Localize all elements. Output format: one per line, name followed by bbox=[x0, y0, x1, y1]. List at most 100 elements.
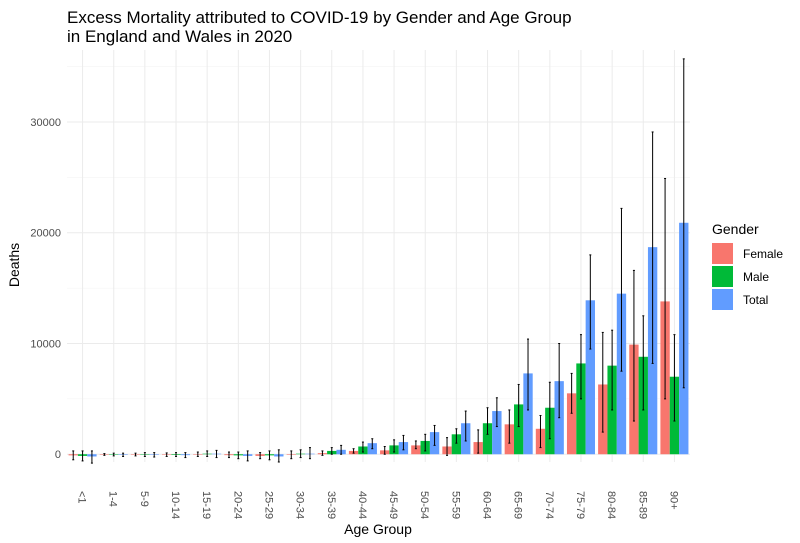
y-tick-label: 10000 bbox=[30, 338, 61, 350]
errorbar-male-8 bbox=[330, 447, 333, 455]
errorbar-male-5 bbox=[237, 451, 240, 460]
x-tick-label: 30-34 bbox=[294, 491, 306, 519]
chart-subtitle: in England and Wales in 2020 bbox=[67, 27, 292, 46]
errorbar-male-19 bbox=[673, 334, 676, 422]
errorbar-female-7 bbox=[290, 450, 293, 460]
errorbar-female-3 bbox=[165, 452, 168, 457]
legend: Gender Female Male Total bbox=[712, 221, 783, 310]
errorbar-total-17 bbox=[620, 207, 623, 372]
errorbar-male-17 bbox=[611, 329, 614, 411]
errorbar-male-14 bbox=[517, 383, 520, 428]
legend-label-female: Female bbox=[743, 247, 783, 261]
errorbar-female-0 bbox=[72, 450, 75, 461]
bar-female-16 bbox=[566, 393, 577, 455]
x-axis-ticks: <1 1-4 5-9 10-14 15-19 20-24 25-29 30-34 35-39 40… bbox=[76, 491, 680, 519]
errorbar-total-15 bbox=[558, 342, 561, 419]
errorbar-female-9 bbox=[352, 448, 355, 454]
legend-key-female bbox=[712, 243, 733, 264]
errorbar-total-19 bbox=[682, 58, 685, 389]
x-tick-label: 10-14 bbox=[169, 491, 181, 519]
errorbar-female-18 bbox=[632, 269, 635, 422]
grid bbox=[67, 50, 690, 462]
errorbar-total-14 bbox=[527, 338, 530, 411]
errorbar-total-8 bbox=[340, 444, 343, 455]
x-tick-label: 1-4 bbox=[107, 491, 119, 507]
x-axis-title: Age Group bbox=[344, 521, 412, 537]
x-tick-label: 90+ bbox=[667, 491, 679, 510]
errorbar-male-10 bbox=[393, 439, 396, 453]
errorbar-female-4 bbox=[196, 451, 199, 457]
bar-male-13 bbox=[482, 423, 493, 455]
errorbar-female-10 bbox=[383, 445, 386, 455]
errorbar-female-2 bbox=[134, 452, 137, 457]
errorbar-total-2 bbox=[153, 452, 156, 458]
errorbar-male-9 bbox=[361, 441, 364, 453]
errorbar-total-13 bbox=[495, 397, 498, 428]
errorbar-male-13 bbox=[486, 407, 489, 435]
error-bars bbox=[72, 58, 685, 464]
x-tick-label: 60-64 bbox=[481, 491, 493, 519]
errorbar-female-15 bbox=[539, 414, 542, 449]
x-tick-label: 20-24 bbox=[231, 491, 243, 519]
errorbar-total-5 bbox=[246, 450, 249, 462]
chart-title: Excess Mortality attributed to COVID-19 … bbox=[67, 8, 572, 27]
legend-key-total bbox=[712, 289, 733, 310]
x-tick-label: 5-9 bbox=[138, 491, 150, 507]
x-tick-label: 15-19 bbox=[200, 491, 212, 519]
errorbar-female-11 bbox=[414, 440, 417, 450]
y-tick-label: 20000 bbox=[30, 228, 61, 240]
errorbar-total-11 bbox=[433, 424, 436, 446]
errorbar-total-12 bbox=[464, 410, 467, 442]
bar-female-11 bbox=[411, 445, 421, 455]
errorbar-male-15 bbox=[548, 381, 551, 440]
errorbar-male-4 bbox=[206, 450, 209, 457]
x-tick-label: 35-39 bbox=[325, 491, 337, 519]
errorbar-male-3 bbox=[175, 452, 178, 457]
errorbar-female-19 bbox=[664, 177, 667, 400]
y-axis-ticks: 0 10000 20000 30000 bbox=[30, 117, 61, 461]
errorbar-female-12 bbox=[446, 437, 449, 456]
x-tick-label: 65-69 bbox=[512, 491, 524, 519]
y-tick-label: 30000 bbox=[30, 117, 61, 129]
bar-total-17 bbox=[616, 293, 627, 455]
errorbar-female-13 bbox=[477, 429, 480, 454]
errorbar-female-8 bbox=[321, 450, 324, 456]
errorbar-male-11 bbox=[424, 433, 427, 452]
errorbar-male-18 bbox=[642, 315, 645, 411]
errorbar-male-0 bbox=[81, 450, 84, 462]
legend-label-male: Male bbox=[743, 270, 769, 284]
errorbar-female-14 bbox=[508, 409, 511, 444]
bar-total-14 bbox=[523, 373, 533, 455]
errorbar-total-10 bbox=[402, 434, 405, 451]
errorbar-male-12 bbox=[455, 428, 458, 444]
legend-title: Gender bbox=[712, 221, 759, 237]
errorbar-male-2 bbox=[143, 452, 146, 457]
errorbar-total-18 bbox=[651, 131, 654, 364]
errorbar-total-6 bbox=[277, 449, 280, 463]
bar-male-12 bbox=[451, 434, 462, 455]
x-tick-label: 45-49 bbox=[387, 491, 399, 519]
errorbar-total-0 bbox=[90, 450, 93, 464]
x-tick-label: 55-59 bbox=[449, 491, 461, 519]
x-tick-label: 80-84 bbox=[605, 491, 617, 519]
x-tick-label: 75-79 bbox=[574, 491, 586, 519]
bar-male-16 bbox=[576, 363, 586, 455]
errorbar-male-7 bbox=[299, 449, 302, 459]
bar-male-14 bbox=[514, 404, 524, 455]
errorbar-male-6 bbox=[268, 450, 271, 461]
errorbar-female-1 bbox=[103, 453, 106, 456]
bar-total-16 bbox=[585, 300, 595, 455]
errorbar-female-6 bbox=[259, 452, 262, 460]
errorbar-total-3 bbox=[184, 452, 187, 459]
x-tick-label: 85-89 bbox=[636, 491, 648, 519]
errorbar-female-16 bbox=[570, 372, 573, 414]
legend-key-male bbox=[712, 266, 733, 287]
errorbar-female-5 bbox=[227, 451, 230, 459]
x-tick-label: 25-29 bbox=[262, 491, 274, 519]
errorbar-total-4 bbox=[215, 449, 218, 459]
x-tick-label: 70-74 bbox=[543, 491, 555, 519]
legend-label-total: Total bbox=[743, 293, 768, 307]
y-axis-title: Deaths bbox=[6, 243, 22, 287]
x-tick-label: 50-54 bbox=[418, 491, 430, 519]
